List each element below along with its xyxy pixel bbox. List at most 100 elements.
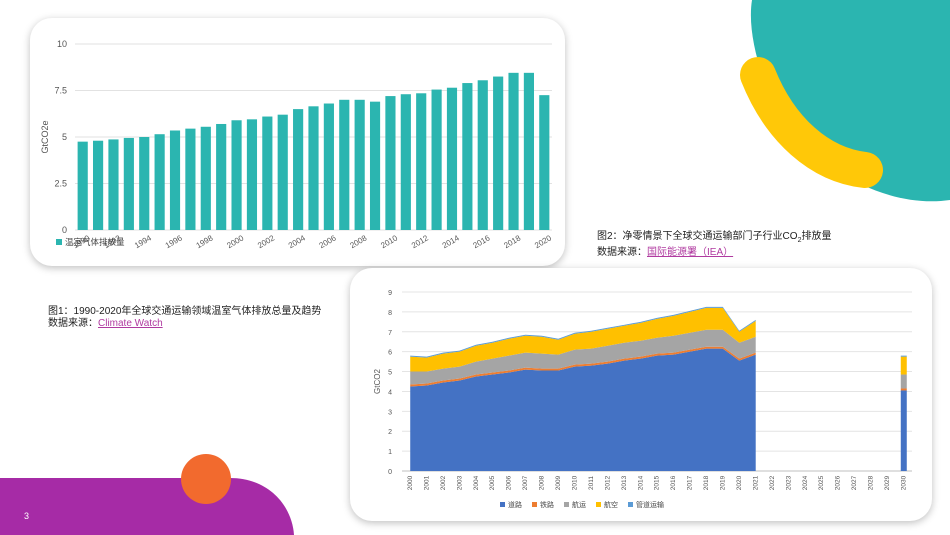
y-tick-label: 9 [388, 290, 392, 297]
area-航运 [410, 329, 756, 385]
x-tick-label: 2002 [256, 233, 276, 250]
teal-blob [750, 0, 950, 202]
bar-2019 [523, 72, 534, 230]
legend-label: 航空 [604, 500, 618, 509]
x-tick-label: 2015 [654, 475, 661, 490]
bar-1994 [139, 137, 150, 230]
x-tick-label: 2011 [588, 476, 595, 490]
x-tick-label: 2003 [456, 475, 463, 490]
bar-2003 [277, 114, 288, 230]
x-tick-label: 2006 [318, 233, 338, 250]
bar-2008 [354, 99, 365, 230]
bar-2020 [539, 95, 550, 231]
bar-2012 [416, 93, 427, 230]
x-tick-label: 2012 [604, 475, 611, 490]
y-tick-label: 0 [62, 225, 67, 235]
figure2-title-post: 排放量 [801, 231, 832, 242]
x-tick-label: 2021 [752, 475, 759, 490]
x-tick-label: 2017 [687, 475, 694, 490]
y-axis-label: GtCO2e [40, 120, 50, 153]
x-tick-label: 2025 [818, 475, 825, 490]
x-tick-label: 2008 [348, 233, 368, 250]
figure1-source-label: 数据来源： [48, 318, 98, 329]
x-tick-label: 1994 [133, 233, 153, 250]
bar-1998 [200, 126, 211, 230]
iea-link[interactable]: 国际能源署（IEA） [647, 247, 734, 258]
figure2-title: 图2：净零情景下全球交通运输部门子行业CO2排放量 [597, 231, 831, 247]
bar-1992 [108, 139, 119, 230]
figure1-title: 图1：1990-2020年全球交通运输领域温室气体排放总量及趋势 [48, 306, 322, 317]
y-tick-label: 5 [62, 132, 67, 142]
x-tick-label: 2030 [900, 475, 907, 490]
bar-1996 [169, 130, 181, 230]
ghg-chart-card: 0 2.5 5 7.5 10 GtCO2e 1990 1992 1994 1996 1998 2000… [30, 18, 565, 266]
x-tick-label: 2014 [441, 233, 461, 250]
climate-watch-link[interactable]: Climate Watch [98, 318, 163, 329]
x-tick-label: 1996 [164, 233, 184, 250]
bar-2004 [293, 109, 304, 230]
bar-2002 [262, 116, 273, 230]
bar-2000 [231, 120, 242, 230]
x-tick-label: 2016 [472, 233, 492, 250]
y-tick-label: 1 [388, 449, 392, 456]
bar-2030-铁路 [900, 388, 907, 391]
legend-swatch [564, 502, 569, 507]
y-tick-label: 3 [388, 409, 392, 416]
x-tick-label: 2004 [287, 233, 307, 250]
bar-1993 [123, 137, 134, 230]
bar-1990 [77, 141, 88, 230]
bar-2009 [369, 101, 381, 230]
x-tick-label: 2008 [539, 475, 546, 490]
orange-dot [181, 454, 231, 504]
x-tick-label: 2020 [736, 475, 743, 490]
legend-label: 航运 [572, 500, 586, 509]
y-tick-label: 5 [388, 370, 392, 377]
bar-2005 [308, 106, 319, 230]
y-tick-label: 2 [388, 429, 392, 436]
legend-swatch [56, 239, 62, 245]
bar-2011 [400, 94, 411, 230]
x-tick-label: 2029 [884, 475, 891, 490]
y-tick-label: 7 [388, 330, 392, 337]
legend-label: 道路 [508, 500, 522, 509]
x-tick-label: 2005 [489, 475, 496, 490]
bar-1997 [185, 128, 196, 230]
figure2-caption: 图2：净零情景下全球交通运输部门子行业CO2排放量 数据来源：国际能源署（IEA… [597, 231, 831, 259]
x-tick-label: 2010 [571, 475, 578, 490]
bar-2016 [477, 80, 488, 230]
bar-2006 [323, 103, 334, 230]
co2-area-chart: 0 1 2 3 4 5 6 7 8 9 GtCO2 2000 2001 2002 2003 2004 2005 2… [373, 290, 912, 509]
magenta-band [0, 478, 294, 535]
x-tick-label: 2000 [225, 233, 245, 250]
x-tick-label: 2026 [835, 475, 842, 490]
x-tick-label: 2009 [555, 475, 562, 490]
x-tick-label: 2002 [440, 475, 447, 490]
x-tick-label: 2013 [621, 475, 628, 490]
x-tick-label: 2007 [522, 475, 529, 490]
y-tick-label: 0 [388, 469, 392, 476]
legend-label: 管道运输 [636, 500, 664, 509]
x-tick-label: 2004 [473, 475, 480, 490]
figure2-title-sub: 2 [797, 237, 802, 244]
x-tick-label: 2016 [670, 475, 677, 490]
bar-2014 [446, 87, 458, 231]
bar-1995 [154, 134, 165, 230]
y-tick-label: 7.5 [54, 86, 67, 96]
legend-label: 温室气体排放量 [65, 237, 125, 247]
figure2-title-pre: 图2：净零情景下全球交通运输部门子行业CO [597, 231, 798, 242]
y-tick-label: 6 [388, 350, 392, 357]
x-tick-label: 2024 [802, 475, 809, 490]
bar-2030-管道运输 [900, 355, 907, 357]
area-道路 [410, 348, 756, 471]
bar-2007 [339, 99, 350, 230]
co2-chart-card: 0 1 2 3 4 5 6 7 8 9 GtCO2 2000 2001 2002 2003 2004 2005 2… [350, 268, 932, 521]
bar-2030-航空 [900, 356, 907, 375]
x-tick-label: 2023 [785, 475, 792, 490]
x-tick-label: 2018 [502, 233, 522, 250]
yellow-arc [740, 57, 883, 188]
x-tick-label: 2027 [851, 475, 858, 490]
x-tick-label: 2010 [379, 233, 399, 250]
bar-2015 [462, 83, 473, 230]
figure2-source: 数据来源：国际能源署（IEA） [597, 247, 831, 259]
